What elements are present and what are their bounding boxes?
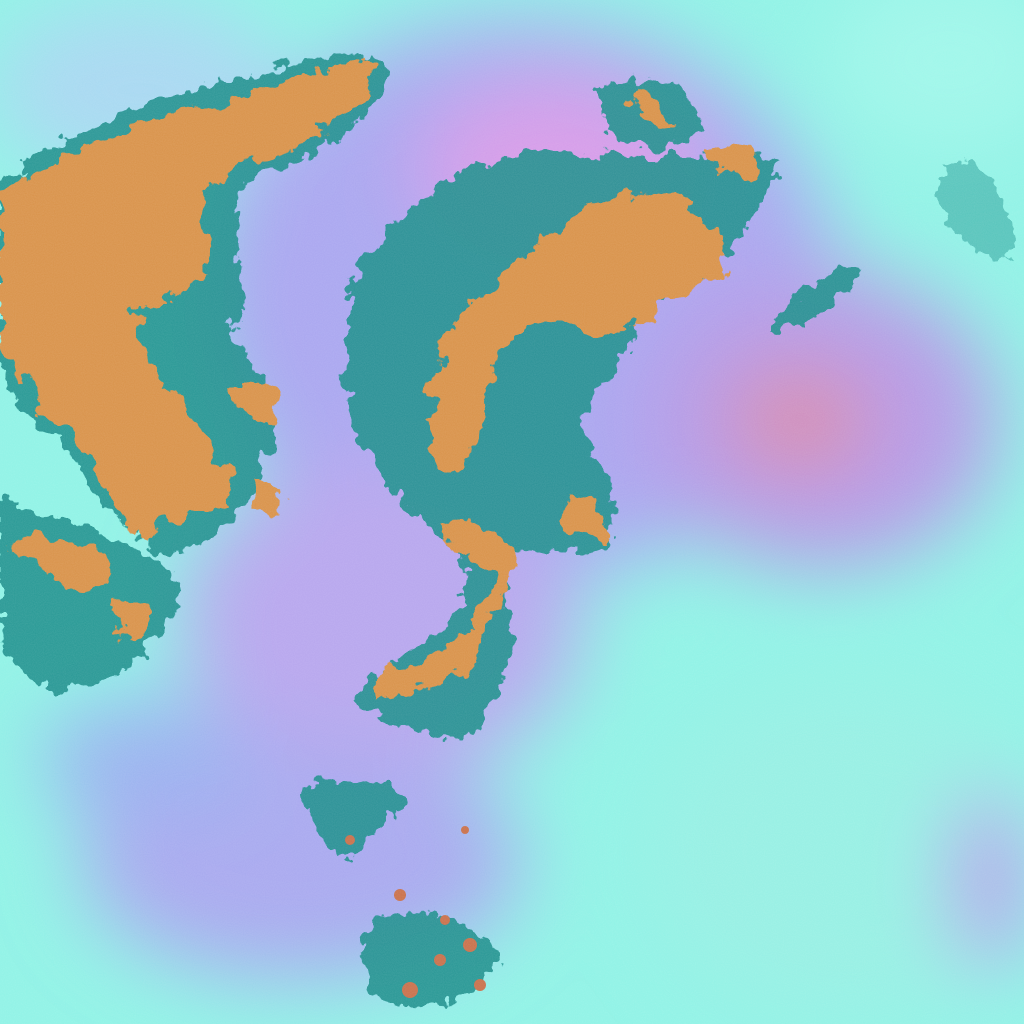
satellite-image (0, 0, 1024, 1024)
texture-grain (0, 0, 1024, 1024)
